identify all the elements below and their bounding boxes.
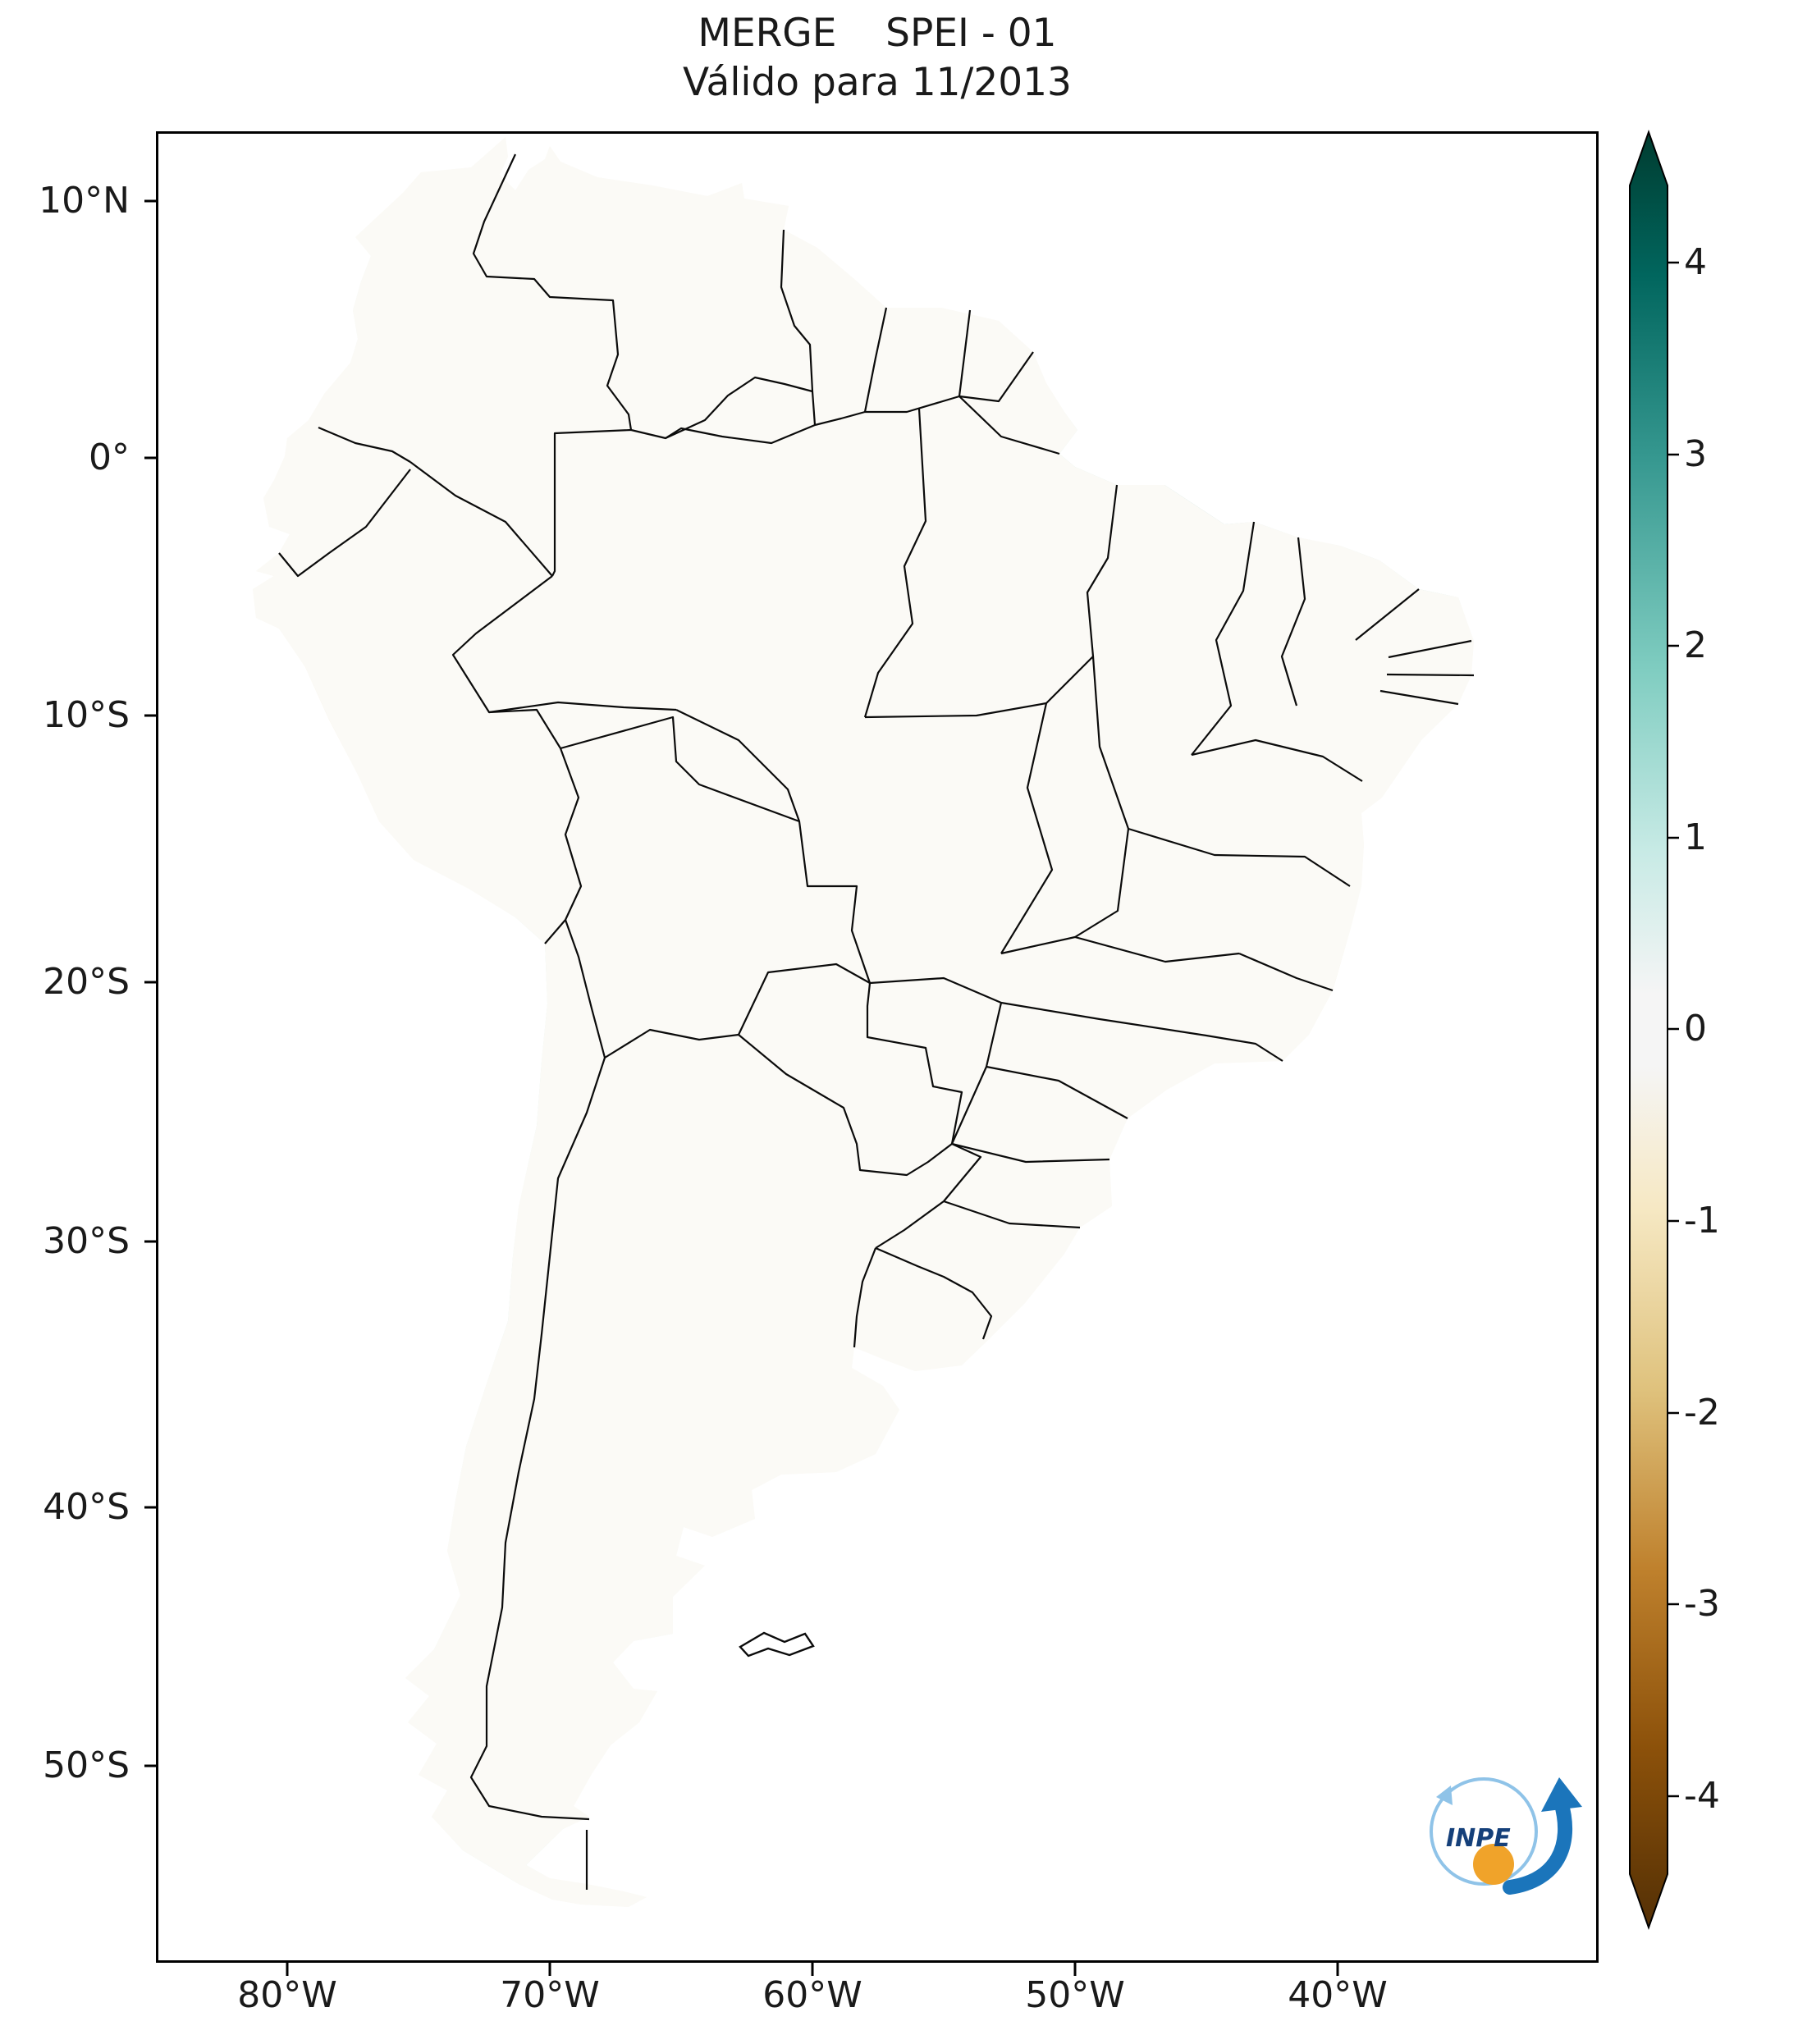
y-tick-label: 40°S: [43, 1486, 130, 1528]
x-tick-label: 40°W: [1288, 1974, 1388, 2016]
map-canvas: INPE: [144, 131, 1599, 1976]
x-tick-label: 80°W: [237, 1974, 337, 2016]
inpe-logo-orange-dot: [1473, 1844, 1514, 1885]
map-title: MERGE SPEI - 01: [698, 11, 1057, 56]
y-tick-label: 0°: [89, 437, 130, 478]
coastline: [251, 135, 1475, 1909]
inpe-logo-ring-arrowhead: [1436, 1786, 1453, 1805]
inpe-logo-ring: [1430, 1777, 1538, 1886]
colorbar-bar: [1629, 130, 1668, 1930]
colorbar-tick-label: -4: [1684, 1775, 1720, 1817]
y-tick-label: 10°N: [39, 180, 130, 222]
country-state-borders: [278, 153, 1475, 1890]
y-tick-label: 50°S: [43, 1744, 130, 1786]
y-tick-label: 30°S: [43, 1220, 130, 1262]
inpe-logo-text: INPE: [1446, 1824, 1511, 1853]
y-tick-label: 20°S: [43, 961, 130, 1003]
colorbar-tick-label: 0: [1684, 1008, 1707, 1049]
colorbar-tick-label: 2: [1684, 624, 1707, 666]
map-frame: [156, 131, 1599, 1963]
small-island: [739, 1631, 815, 1658]
colorbar-tick-label: -1: [1684, 1200, 1720, 1241]
inpe-logo: INPE: [1430, 1777, 1582, 1895]
colorbar-tick-label: 4: [1684, 241, 1707, 283]
colorbar-tick-label: -2: [1684, 1392, 1720, 1434]
x-tick-label: 70°W: [500, 1974, 600, 2016]
colorbar-tick-label: 1: [1684, 816, 1707, 858]
spei-field-blob: [1239, 460, 1321, 525]
inpe-logo-swoosh-arrow: [1503, 1795, 1573, 1895]
x-tick-label: 50°W: [1025, 1974, 1125, 2016]
colorbar-tick-label: -3: [1684, 1583, 1720, 1625]
x-tick-label: 60°W: [762, 1974, 862, 2016]
colorbar-ticks: [1668, 261, 1679, 1798]
colorbar-tick-label: 3: [1684, 433, 1707, 475]
map-subtitle: Válido para 11/2013: [683, 60, 1072, 105]
spei-field-blob: [1342, 460, 1416, 558]
colorbar: [1629, 130, 1679, 1930]
axis-ticks: [144, 199, 1339, 1976]
y-tick-label: 10°S: [43, 694, 130, 736]
inpe-logo-swoosh-arrowhead: [1541, 1777, 1582, 1812]
